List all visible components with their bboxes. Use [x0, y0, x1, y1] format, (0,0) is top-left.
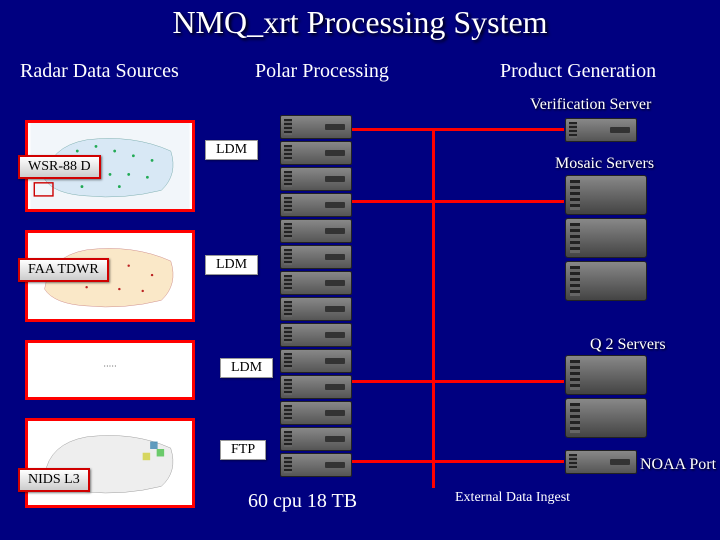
noaa-server: [565, 450, 637, 476]
ldm-box-1: LDM: [205, 140, 258, 160]
q2-label: Q 2 Servers: [590, 336, 666, 354]
flow-line: [432, 128, 435, 488]
polar-server-stack: [280, 115, 352, 479]
map-blank: ·····: [25, 340, 195, 400]
flow-line: [352, 128, 564, 131]
server-unit: [565, 218, 647, 258]
ldm-box-2: LDM: [205, 255, 258, 275]
server-unit: [565, 175, 647, 215]
server-unit: [565, 398, 647, 438]
flow-line: [352, 460, 564, 463]
server-unit: [565, 355, 647, 395]
col-right: Product Generation: [500, 60, 656, 83]
server-unit: [280, 427, 352, 451]
ldm-box-3: LDM: [220, 358, 273, 378]
noaa-label: NOAA Port: [640, 456, 716, 474]
map-blank-text: ·····: [28, 362, 192, 371]
ftp-box: FTP: [220, 440, 266, 460]
label-nids: NIDS L3: [18, 468, 90, 492]
server-unit: [280, 193, 352, 217]
server-unit: [565, 450, 637, 474]
mosaic-servers: [565, 175, 647, 304]
verification-label: Verification Server: [530, 96, 651, 114]
server-unit: [280, 453, 352, 477]
map-nids: [25, 418, 195, 508]
server-unit: [280, 401, 352, 425]
flow-line: [352, 380, 564, 383]
q2-servers: [565, 355, 647, 441]
server-unit: [280, 167, 352, 191]
col-mid: Polar Processing: [255, 60, 389, 83]
spec-text: 60 cpu 18 TB: [248, 490, 357, 513]
server-unit: [280, 349, 352, 373]
server-unit: [280, 271, 352, 295]
col-left: Radar Data Sources: [20, 60, 179, 83]
server-unit: [280, 375, 352, 399]
server-unit: [280, 219, 352, 243]
external-ingest-label: External Data Ingest: [455, 490, 570, 506]
label-faa: FAA TDWR: [18, 258, 109, 282]
page-title: NMQ_xrt Processing System: [0, 0, 720, 41]
verification-server: [565, 118, 637, 144]
server-unit: [565, 118, 637, 142]
mosaic-label: Mosaic Servers: [555, 155, 654, 173]
label-wsr: WSR-88 D: [18, 155, 101, 179]
flow-line: [352, 200, 564, 203]
server-unit: [280, 245, 352, 269]
server-unit: [280, 297, 352, 321]
server-unit: [565, 261, 647, 301]
server-unit: [280, 141, 352, 165]
server-unit: [280, 115, 352, 139]
server-unit: [280, 323, 352, 347]
